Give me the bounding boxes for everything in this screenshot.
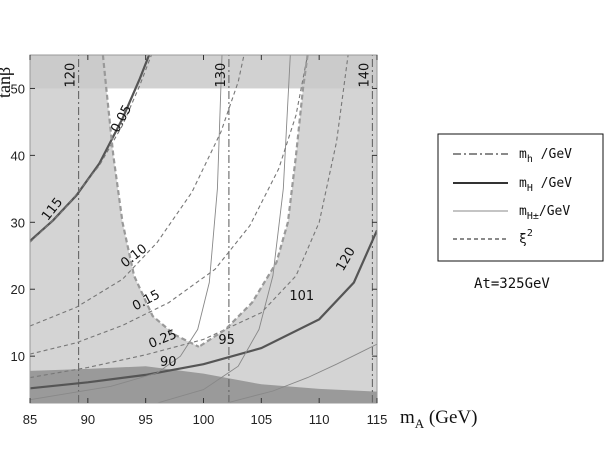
- x-axis-title-sub: A: [415, 416, 425, 431]
- legend-label-mh: mh /GeV: [519, 147, 572, 165]
- x-tick-label: 95: [138, 412, 152, 427]
- y-tick-label: 50: [11, 81, 25, 96]
- contour-label-95: 95: [218, 333, 235, 348]
- legend-box: [437, 133, 604, 262]
- x-tick-label: 85: [23, 412, 37, 427]
- contour-dashed-0.25: [30, 55, 349, 379]
- legend-label-xi2: ξ2: [519, 228, 533, 247]
- x-axis-title-main: m: [400, 407, 415, 428]
- x-axis-title: mA (GeV): [400, 407, 477, 431]
- plot-area: [30, 55, 377, 403]
- contour-thin-solid-95: [157, 55, 291, 403]
- allowed-region: [102, 55, 308, 347]
- contour-label-120: 120: [64, 63, 79, 88]
- y-tick-label: 10: [11, 349, 25, 364]
- allowed-boundary-right: [198, 55, 309, 348]
- y-tick-label: 20: [11, 282, 25, 297]
- y-tick-label: 30: [11, 215, 25, 230]
- contour-label-101: 101: [289, 289, 314, 304]
- x-tick-label: 100: [193, 412, 215, 427]
- x-axis-title-unit: (GeV): [424, 407, 477, 428]
- legend-label-mHpm: mH±/GeV: [519, 204, 570, 222]
- contour-dashed-0.15: [30, 55, 309, 355]
- legend-label-mH: mH /GeV: [519, 176, 572, 194]
- y-axis-title: tanβ: [0, 67, 14, 98]
- contour-dashed-0.05: [30, 55, 152, 243]
- contour-lines: [30, 55, 377, 403]
- contour-solid-120: [30, 229, 377, 390]
- contour-thin-solid-101: [226, 343, 377, 403]
- allowed-boundary-left: [101, 55, 200, 348]
- x-tick-label: 105: [250, 412, 272, 427]
- contour-dashed-0.10: [30, 55, 245, 327]
- contour-label-90: 90: [160, 355, 177, 370]
- y-tick-label: 40: [11, 148, 25, 163]
- contour-label-140: 140: [357, 63, 372, 88]
- x-tick-label: 110: [309, 412, 330, 427]
- x-tick-label: 115: [367, 412, 388, 427]
- legend: mh /GeV mH /GeV mH±/GeV ξ2: [437, 133, 604, 262]
- tick-marks: 85 90 95 100 105 110 115 10 20 30 40 50: [11, 55, 388, 427]
- dark-excluded-region: [30, 366, 377, 403]
- x-tick-label: 90: [81, 412, 95, 427]
- annotation-at: At=325GeV: [474, 276, 550, 292]
- contour-label-130: 130: [214, 63, 229, 88]
- top-shaded-band: [30, 55, 377, 89]
